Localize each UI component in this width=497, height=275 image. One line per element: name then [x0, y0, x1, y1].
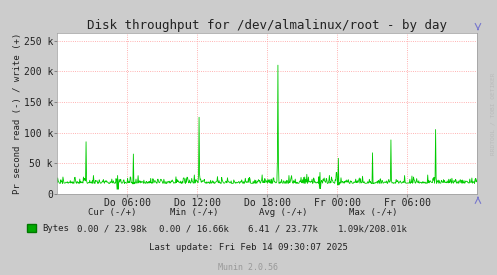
Text: Avg (-/+): Avg (-/+) [259, 208, 308, 217]
Title: Disk throughput for /dev/almalinux/root - by day: Disk throughput for /dev/almalinux/root … [87, 19, 447, 32]
Y-axis label: Pr second read (-) / write (+): Pr second read (-) / write (+) [13, 33, 22, 194]
Text: Cur (-/+): Cur (-/+) [87, 208, 136, 217]
Text: Max (-/+): Max (-/+) [348, 208, 397, 217]
Text: 6.41 / 23.77k: 6.41 / 23.77k [248, 224, 318, 233]
Text: 1.09k/208.01k: 1.09k/208.01k [338, 224, 408, 233]
Text: Munin 2.0.56: Munin 2.0.56 [219, 263, 278, 272]
Text: RRDTOOL / TOBI OETIKER: RRDTOOL / TOBI OETIKER [491, 72, 496, 155]
Text: Last update: Fri Feb 14 09:30:07 2025: Last update: Fri Feb 14 09:30:07 2025 [149, 243, 348, 252]
Text: Min (-/+): Min (-/+) [169, 208, 218, 217]
Text: 0.00 / 16.66k: 0.00 / 16.66k [159, 224, 229, 233]
Text: Bytes: Bytes [42, 224, 69, 233]
Text: 0.00 / 23.98k: 0.00 / 23.98k [77, 224, 147, 233]
